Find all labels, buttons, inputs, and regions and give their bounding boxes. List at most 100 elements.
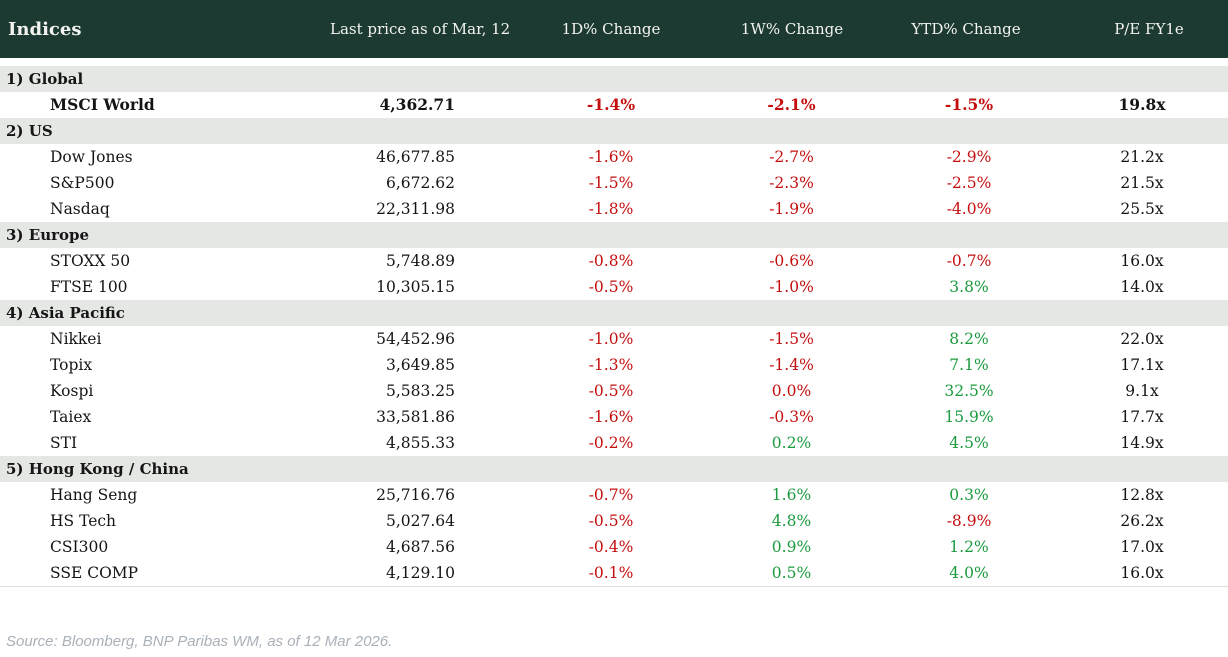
index-row: Hang Seng 25,716.76 -0.7% 1.6% 0.3% 12.8x (0, 482, 1228, 508)
1w-change-cell: 4.8% (771, 512, 812, 530)
index-name-cell: MSCI World (50, 95, 155, 114)
index-row: SSE COMP 4,129.10 -0.1% 0.5% 4.0% 16.0x (0, 560, 1228, 586)
pe-cell: 14.0x (1120, 278, 1164, 296)
last-price-cell: 54,452.96 (376, 330, 455, 348)
1w-change-cell: -2.1% (767, 95, 816, 114)
index-row: Nasdaq 22,311.98 -1.8% -1.9% -4.0% 25.5x (0, 196, 1228, 222)
index-name-cell: HS Tech (50, 512, 117, 530)
index-name-cell: CSI300 (50, 538, 109, 556)
last-price-cell: 4,129.10 (385, 564, 455, 582)
1d-change-cell: -0.5% (588, 512, 634, 530)
pe-cell: 19.8x (1118, 95, 1166, 114)
last-price-cell: 4,855.33 (385, 434, 455, 452)
pe-cell: 26.2x (1120, 512, 1164, 530)
pe-cell: 17.0x (1120, 538, 1164, 556)
1d-change-cell: -0.4% (588, 538, 634, 556)
ytd-change-cell: -1.5% (944, 95, 994, 114)
pe-cell: 9.1x (1125, 382, 1159, 400)
ytd-change-cell: 32.5% (944, 382, 994, 400)
index-name-cell: Nikkei (50, 330, 102, 348)
last-price-cell: 22,311.98 (376, 200, 455, 218)
1d-change-cell: -0.5% (588, 278, 634, 296)
1d-change-cell: -1.6% (588, 408, 634, 426)
1w-change-cell: 1.6% (771, 486, 812, 504)
1d-change-cell: -1.3% (588, 356, 634, 374)
1w-change-cell: -1.5% (769, 330, 814, 348)
pe-cell: 14.9x (1120, 434, 1164, 452)
pe-cell: 22.0x (1120, 330, 1164, 348)
section-band: 1) Global (0, 66, 1228, 92)
1w-change-cell: 0.5% (771, 564, 812, 582)
index-name-cell: Kospi (50, 382, 94, 400)
index-name-cell: S&P500 (50, 174, 115, 192)
pe-cell: 16.0x (1120, 564, 1164, 582)
index-row: Dow Jones 46,677.85 -1.6% -2.7% -2.9% 21.2x (0, 144, 1228, 170)
ytd-change-cell: -2.9% (946, 148, 992, 166)
last-price-cell: 4,362.71 (379, 95, 455, 114)
1w-change-cell: -1.0% (769, 278, 814, 296)
last-price-cell: 10,305.15 (376, 278, 455, 296)
indices-table-body: 1) Global MSCI World 4,362.71 -1.4% -2.1% -1.… (0, 66, 1228, 587)
1d-change-cell: -1.6% (588, 148, 634, 166)
1w-change-cell: -0.3% (769, 408, 814, 426)
index-name-cell: STI (50, 434, 78, 452)
1w-change-cell: 0.0% (771, 382, 812, 400)
1d-change-cell: -0.7% (588, 486, 634, 504)
1d-change-cell: -0.5% (588, 382, 634, 400)
column-header-1d-change: 1D% Change (561, 20, 661, 38)
index-row: Taiex 33,581.86 -1.6% -0.3% 15.9% 17.7x (0, 404, 1228, 430)
last-price-cell: 3,649.85 (385, 356, 455, 374)
1w-change-cell: 0.2% (771, 434, 812, 452)
1w-change-cell: -1.4% (769, 356, 814, 374)
last-price-cell: 6,672.62 (385, 174, 455, 192)
index-row: FTSE 100 10,305.15 -0.5% -1.0% 3.8% 14.0x (0, 274, 1228, 300)
index-row: MSCI World 4,362.71 -1.4% -2.1% -1.5% 19.8x (0, 92, 1228, 118)
index-name-cell: SSE COMP (50, 564, 139, 582)
index-row: Kospi 5,583.25 -0.5% 0.0% 32.5% 9.1x (0, 378, 1228, 404)
last-price-cell: 5,583.25 (385, 382, 455, 400)
1d-change-cell: -1.0% (588, 330, 634, 348)
column-header-last-price: Last price as of Mar, 12 (330, 20, 511, 38)
pe-cell: 16.0x (1120, 252, 1164, 270)
ytd-change-cell: -4.0% (946, 200, 992, 218)
index-name-cell: Topix (50, 356, 93, 374)
ytd-change-cell: 4.5% (949, 434, 989, 452)
ytd-change-cell: -2.5% (946, 174, 992, 192)
1d-change-cell: -1.5% (588, 174, 634, 192)
column-header-1w-change: 1W% Change (740, 20, 844, 38)
1w-change-cell: -2.7% (769, 148, 814, 166)
last-price-cell: 5,748.89 (385, 252, 455, 270)
1w-change-cell: 0.9% (771, 538, 812, 556)
index-name-cell: FTSE 100 (50, 278, 128, 296)
section-band: 2) US (0, 118, 1228, 144)
ytd-change-cell: 0.3% (949, 486, 989, 504)
1w-change-cell: -0.6% (769, 252, 814, 270)
index-row: STI 4,855.33 -0.2% 0.2% 4.5% 14.9x (0, 430, 1228, 456)
section-band: 5) Hong Kong / China (0, 456, 1228, 482)
pe-cell: 17.1x (1120, 356, 1164, 374)
ytd-change-cell: 15.9% (944, 408, 994, 426)
index-row: STOXX 50 5,748.89 -0.8% -0.6% -0.7% 16.0x (0, 248, 1228, 274)
source-note: Source: Bloomberg, BNP Paribas WM, as of… (6, 633, 393, 650)
table-title: Indices (8, 18, 82, 40)
last-price-cell: 33,581.86 (376, 408, 455, 426)
index-name-cell: Hang Seng (50, 486, 138, 504)
column-header-ytd-change: YTD% Change (911, 20, 1021, 38)
ytd-change-cell: 1.2% (949, 538, 989, 556)
last-price-cell: 25,716.76 (376, 486, 455, 504)
last-price-cell: 4,687.56 (385, 538, 455, 556)
ytd-change-cell: -0.7% (946, 252, 992, 270)
1d-change-cell: -0.1% (588, 564, 634, 582)
index-name-cell: Dow Jones (50, 148, 133, 166)
pe-cell: 12.8x (1120, 486, 1164, 504)
index-row: HS Tech 5,027.64 -0.5% 4.8% -8.9% 26.2x (0, 508, 1228, 534)
ytd-change-cell: -8.9% (946, 512, 992, 530)
1w-change-cell: -1.9% (769, 200, 814, 218)
section-band: 3) Europe (0, 222, 1228, 248)
1w-change-cell: -2.3% (769, 174, 814, 192)
ytd-change-cell: 7.1% (949, 356, 989, 374)
index-row: S&P500 6,672.62 -1.5% -2.3% -2.5% 21.5x (0, 170, 1228, 196)
pe-cell: 21.2x (1120, 148, 1164, 166)
1d-change-cell: -1.8% (588, 200, 634, 218)
last-price-cell: 46,677.85 (376, 148, 455, 166)
